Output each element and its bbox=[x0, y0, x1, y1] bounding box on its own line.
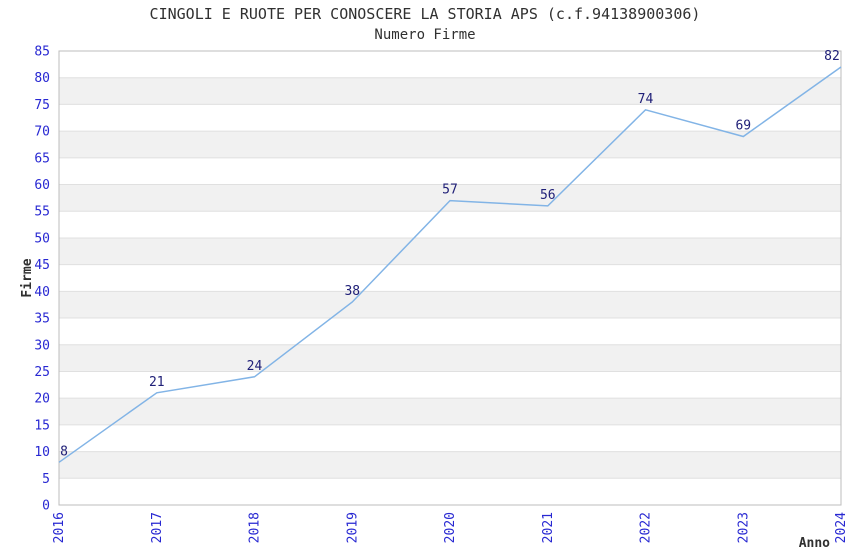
y-tick-label: 55 bbox=[34, 205, 50, 220]
grid-band bbox=[59, 344, 841, 372]
grid-band bbox=[59, 77, 841, 105]
y-tick-label: 65 bbox=[34, 151, 50, 166]
y-tick-label: 75 bbox=[34, 98, 50, 113]
y-tick-label: 80 bbox=[34, 71, 50, 86]
y-tick-label: 15 bbox=[34, 418, 50, 433]
plot-border bbox=[58, 50, 842, 506]
y-axis-label: Firme bbox=[20, 258, 35, 297]
y-tick-label: 30 bbox=[34, 338, 50, 353]
point-label: 82 bbox=[824, 49, 840, 64]
point-label: 8 bbox=[60, 444, 68, 459]
y-tick-label: 70 bbox=[34, 125, 50, 140]
grid-band bbox=[59, 184, 841, 212]
point-label: 24 bbox=[247, 359, 263, 374]
y-tick-label: 60 bbox=[34, 178, 50, 193]
point-label: 56 bbox=[540, 188, 556, 203]
y-tick-label: 85 bbox=[34, 45, 50, 60]
y-tick-label: 50 bbox=[34, 231, 50, 246]
y-tick-label: 40 bbox=[34, 285, 50, 300]
chart-subtitle: Numero Firme bbox=[374, 27, 476, 43]
grid-band bbox=[59, 291, 841, 319]
x-tick-label: 2024 bbox=[834, 512, 849, 543]
gridlines bbox=[59, 77, 841, 479]
x-axis-label: Anno bbox=[799, 536, 830, 550]
grid-band bbox=[59, 237, 841, 265]
grid-band bbox=[59, 451, 841, 479]
y-tick-label: 10 bbox=[34, 445, 50, 460]
data-line bbox=[58, 66, 842, 463]
grid-band bbox=[59, 131, 841, 158]
x-tick-label: 2018 bbox=[248, 512, 263, 543]
y-tick-label: 0 bbox=[42, 499, 50, 514]
y-tick-label: 35 bbox=[34, 312, 50, 327]
x-axis-tick-labels: 2016 2017 2018 2019 2020 2021 2022 2023 2024 bbox=[52, 512, 849, 543]
point-label: 69 bbox=[735, 119, 751, 134]
x-tick-label: 2023 bbox=[736, 512, 751, 543]
chart-title: CINGOLI E RUOTE PER CONOSCERE LA STORIA … bbox=[149, 5, 701, 23]
point-label: 74 bbox=[638, 92, 654, 107]
x-tick-label: 2019 bbox=[345, 512, 360, 543]
point-label: 38 bbox=[344, 284, 360, 299]
y-tick-label: 25 bbox=[34, 365, 50, 380]
background-bands bbox=[59, 77, 841, 479]
y-axis-tick-labels: 0 5 10 15 20 25 30 35 40 45 50 55 60 65 70 75 80 85 bbox=[34, 45, 50, 514]
point-label: 21 bbox=[149, 375, 165, 390]
y-tick-label: 45 bbox=[34, 258, 50, 273]
point-labels: 8 21 24 38 57 56 74 69 82 bbox=[60, 49, 840, 459]
x-tick-label: 2020 bbox=[443, 512, 458, 543]
point-label: 57 bbox=[442, 183, 458, 198]
grid-band bbox=[59, 398, 841, 425]
x-tick-label: 2021 bbox=[541, 512, 556, 543]
y-tick-label: 20 bbox=[34, 392, 50, 407]
x-tick-label: 2022 bbox=[639, 512, 654, 543]
x-tick-label: 2016 bbox=[52, 512, 67, 543]
x-tick-label: 2017 bbox=[150, 512, 165, 543]
y-tick-label: 5 bbox=[42, 472, 50, 487]
